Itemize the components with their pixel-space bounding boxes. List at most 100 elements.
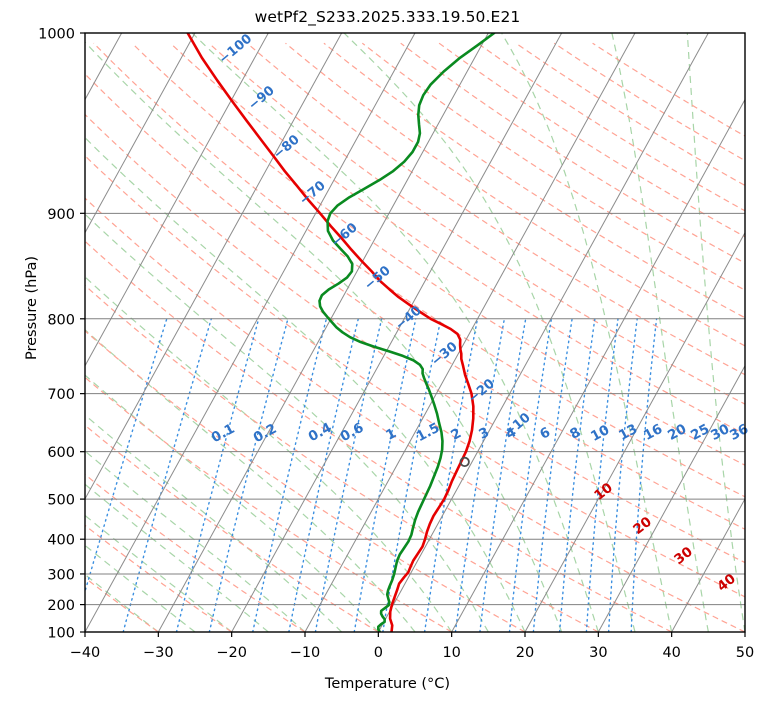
label-mixing-15: 25 <box>688 421 712 444</box>
y-tick-label-4: 500 <box>47 493 75 509</box>
mixing-ratio-line <box>532 318 573 632</box>
x-axis-label: Temperature (°C) <box>324 676 451 692</box>
dry-adiabat <box>93 42 745 498</box>
dry-adiabat <box>85 330 526 632</box>
isotherm-line <box>451 98 745 632</box>
dry-adiabat <box>85 73 745 530</box>
dry-adiabat <box>85 376 453 632</box>
x-tick-label-7: 30 <box>589 645 607 661</box>
dry-adiabat <box>85 524 233 632</box>
moist-adiabat <box>85 213 489 632</box>
dry-adiabat <box>131 42 745 466</box>
dry-adiabat <box>169 42 745 435</box>
chart-title: wetPf2_S233.2025.333.19.50.E21 <box>254 8 521 26</box>
marker-upper <box>459 456 470 467</box>
moist-adiabat <box>85 483 269 632</box>
isotherm-line <box>85 33 269 367</box>
profile-temperature <box>186 33 475 632</box>
mixing-ratio-line <box>630 318 658 632</box>
moist-adiabat <box>343 33 636 632</box>
dry-adiabat <box>85 284 599 632</box>
isotherm-line <box>85 33 416 632</box>
isobar-lines <box>85 33 745 632</box>
isotherm-line <box>744 630 745 632</box>
moist-adiabat <box>85 374 379 632</box>
dry-adiabat <box>208 42 745 405</box>
x-tick-label-8: 40 <box>662 645 680 661</box>
moist-adiabat <box>85 414 343 632</box>
isotherm-line <box>157 33 489 632</box>
isotherm-lines <box>85 33 745 632</box>
label-mixing-12: 13 <box>616 421 640 444</box>
y-tick-label-9: 1000 <box>38 27 75 43</box>
isotherm-line <box>231 33 563 632</box>
y-tick-label-2: 300 <box>47 567 75 583</box>
isotherm-line <box>85 33 196 234</box>
profile-markers <box>459 456 470 467</box>
isotherm-line <box>524 231 745 632</box>
x-tick-label-6: 20 <box>516 645 534 661</box>
mixing-ratio-line <box>479 318 527 632</box>
mixing-ratio-line <box>85 318 168 595</box>
x-tick-label-2: −20 <box>216 645 247 661</box>
moist-adiabat <box>85 136 526 632</box>
y-tick-label-3: 400 <box>47 533 75 549</box>
x-axis-ticks: −40 −30 −20 −10 0 10 20 30 40 50 <box>70 632 754 661</box>
mixing-ratio-line <box>423 318 479 632</box>
moist-adiabat <box>686 33 745 632</box>
x-tick-label-5: 10 <box>442 645 460 661</box>
dry-adiabat <box>85 197 745 632</box>
label-mixing-16: 30 <box>708 421 732 444</box>
mixing-ratio-line <box>558 318 596 632</box>
dry-adiabat <box>246 42 745 376</box>
x-tick-label-0: −40 <box>70 645 101 661</box>
moist-adiabat <box>191 33 599 632</box>
dry-adiabat <box>85 155 745 598</box>
plot-background <box>85 33 745 632</box>
profile-dewpoint <box>318 33 496 632</box>
moist-adiabat <box>501 33 673 632</box>
mixing-ratio-line <box>585 318 619 632</box>
y-tick-label-7: 800 <box>47 312 75 328</box>
y-tick-label-0: 100 <box>47 626 75 642</box>
isotherm-line <box>304 33 636 632</box>
dry-adiabat <box>85 240 672 632</box>
profile-curves <box>186 33 496 632</box>
dry-adiabat-lines <box>85 42 745 632</box>
moist-adiabat <box>744 33 745 125</box>
moist-adiabat-lines <box>85 33 745 632</box>
moist-adiabat <box>85 41 563 632</box>
y-axis-ticks: 100 200 300 400 500 600 700 800 900 1000 <box>38 27 85 642</box>
y-tick-label-1: 200 <box>47 598 75 614</box>
x-tick-label-4: 0 <box>374 645 383 661</box>
mixing-ratio-line <box>208 318 289 632</box>
isotherm-line <box>85 33 343 500</box>
moist-adiabat <box>85 450 306 632</box>
label-mixing-11: 10 <box>588 422 612 445</box>
isotherm-line <box>671 497 745 632</box>
dry-adiabat <box>85 113 745 564</box>
moist-adiabat <box>85 328 416 632</box>
mixing-ratio-line <box>314 318 383 632</box>
mixing-ratio-line <box>122 318 213 632</box>
label-mixing-13: 16 <box>641 421 665 444</box>
mixing-ratio-line <box>288 318 359 632</box>
dry-adiabat <box>85 424 379 632</box>
x-tick-label-9: 50 <box>736 645 754 661</box>
y-tick-label-5: 600 <box>47 445 75 461</box>
mixing-ratio-line <box>175 318 260 632</box>
dry-adiabat <box>85 576 159 632</box>
y-tick-label-6: 700 <box>47 387 75 403</box>
dry-adiabat <box>285 42 745 347</box>
plot-frame <box>84 32 746 633</box>
mixing-ratio-line <box>251 318 328 632</box>
x-tick-label-3: −10 <box>290 645 321 661</box>
y-axis-label: Pressure (hPa) <box>24 256 40 361</box>
y-tick-label-8: 900 <box>47 207 75 223</box>
isotherm-line <box>597 364 745 632</box>
moist-adiabat <box>611 33 709 632</box>
mixing-ratio-line <box>607 318 638 632</box>
isotherm-line <box>377 33 709 632</box>
